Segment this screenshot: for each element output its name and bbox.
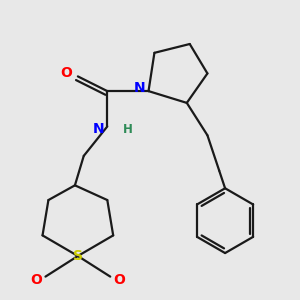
Text: O: O	[60, 66, 72, 80]
Text: O: O	[31, 273, 43, 286]
Text: O: O	[113, 273, 125, 286]
Text: H: H	[123, 123, 133, 136]
Text: N: N	[134, 81, 146, 95]
Text: N: N	[93, 122, 104, 136]
Text: S: S	[73, 249, 83, 263]
